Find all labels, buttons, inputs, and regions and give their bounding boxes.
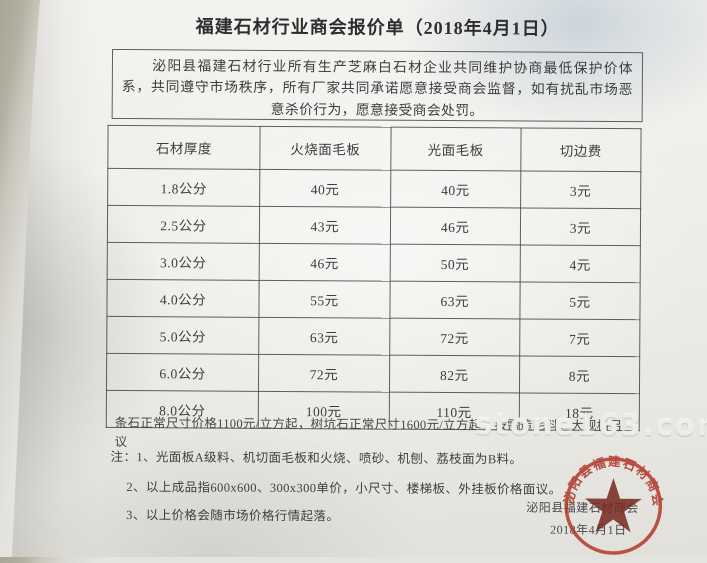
price-table-body: 1.8公分 40元 40元 3元 2.5公分 43元 46元 3元 3.0公分 … [106, 168, 641, 431]
cell-polished-price: 40元 [390, 170, 521, 208]
cell-thickness: 6.0公分 [106, 353, 259, 392]
note-3: 3、以上价格会随市场价格行情起落。 [126, 508, 340, 524]
cell-polished-price: 72元 [389, 318, 520, 356]
note-1: 注：1、光面板A级料、机切面毛板和火烧、喷砂、机刨、荔枝面为B料。 [110, 449, 523, 467]
cell-thickness: 3.0公分 [107, 242, 260, 281]
stamp-ring [564, 457, 663, 555]
cell-polished-price: 50元 [389, 244, 521, 282]
cell-edgecut-fee: 8元 [519, 355, 640, 394]
price-table-header: 石材厚度 火烧面毛板 光面毛板 切边费 [107, 125, 642, 172]
table-row: 5.0公分 63元 72元 7元 [106, 316, 640, 357]
cell-flamed-price: 72元 [258, 354, 390, 393]
cell-polished-price: 82元 [389, 355, 520, 393]
table-row: 2.5公分 43元 46元 3元 [107, 205, 641, 246]
table-row: 4.0公分 55元 63元 5元 [106, 279, 641, 320]
cell-flamed-price: 40元 [259, 169, 391, 208]
cell-edgecut-fee: 3元 [520, 170, 641, 209]
cell-edgecut-fee: 5元 [519, 281, 641, 320]
cell-thickness: 2.5公分 [107, 205, 260, 244]
note-2: 2、以上成品指600x600、300x300单价，小尺寸、楼梯板、外挂板价格面议… [126, 480, 562, 497]
cell-polished-price: 46元 [390, 207, 521, 245]
table-header-row: 石材厚度 火烧面毛板 光面毛板 切边费 [107, 125, 642, 172]
col-header-polished: 光面毛板 [390, 127, 521, 171]
cell-flamed-price: 46元 [259, 243, 391, 282]
col-header-flamed: 火烧面毛板 [259, 126, 391, 171]
cell-edgecut-fee: 7元 [519, 318, 640, 357]
page-title: 福建石材行业商会报价单（2018年4月1日） [195, 16, 560, 39]
col-header-edgecut: 切边费 [520, 127, 642, 172]
cell-flamed-price: 43元 [259, 206, 391, 245]
table-row: 3.0公分 46元 50元 4元 [107, 242, 641, 283]
cell-flamed-price: 63元 [258, 317, 390, 356]
cell-thickness: 4.0公分 [106, 279, 260, 318]
cell-thickness: 5.0公分 [106, 316, 259, 355]
table-row: 1.8公分 40元 40元 3元 [107, 168, 641, 209]
cell-edgecut-fee: 4元 [519, 244, 641, 283]
intro-box: 泌阳县福建石材行业所有生产芝麻白石材企业共同维护协商最低保护价体系，共同遵守市场… [111, 48, 644, 123]
cell-edgecut-fee: 3元 [520, 207, 641, 246]
table-row: 6.0公分 72元 82元 8元 [106, 353, 640, 394]
star-icon [584, 478, 642, 533]
price-table: 石材厚度 火烧面毛板 光面毛板 切边费 1.8公分 40元 40元 3元 2.5… [106, 125, 642, 431]
intro-text: 泌阳县福建石材行业所有生产芝麻白石材企业共同维护协商最低保护价体系，共同遵守市场… [121, 58, 633, 118]
official-stamp: 泌阳县福建石材商会 [561, 454, 666, 555]
cell-polished-price: 63元 [389, 281, 520, 319]
col-header-thickness: 石材厚度 [107, 125, 261, 170]
cell-flamed-price: 55元 [258, 280, 390, 319]
cell-thickness: 1.8公分 [107, 168, 260, 207]
